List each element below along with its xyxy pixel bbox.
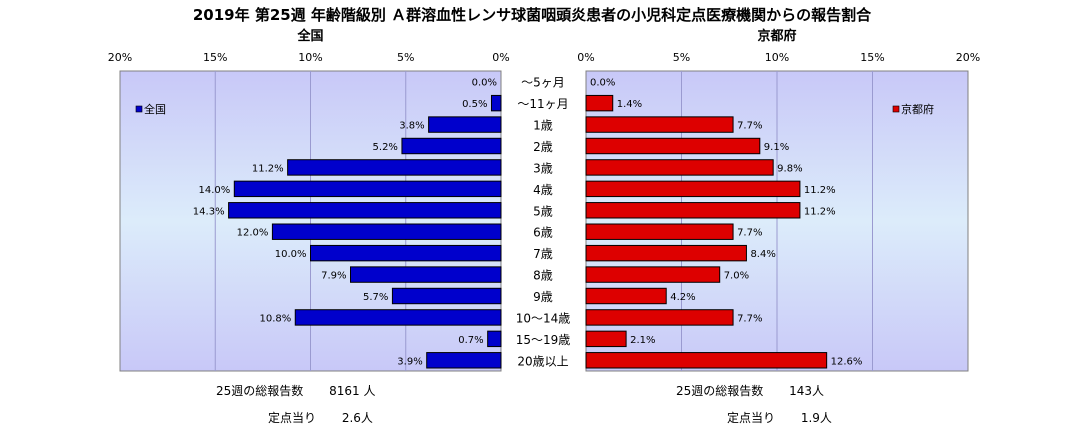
category-label-13: 20歳以上: [517, 354, 568, 368]
bar-1-6: [585, 202, 801, 219]
category-label-3: 2歳: [533, 140, 553, 154]
bar-0-4: [287, 159, 502, 176]
data-label-0-11: 10.8%: [259, 313, 291, 324]
category-label-2: 1歳: [533, 119, 553, 133]
bar-0-12: [487, 330, 502, 348]
data-label-0-13: 3.9%: [397, 356, 422, 367]
left-per-value: 2.6人: [341, 411, 373, 425]
bar-1-9: [585, 266, 721, 283]
legend-swatch-0: [135, 105, 143, 113]
left-total-label: 25週の総報告数: [216, 384, 304, 398]
data-label-0-4: 11.2%: [252, 163, 284, 174]
data-label-0-10: 5.7%: [363, 292, 388, 303]
tick-label-1-3: 15%: [860, 51, 884, 64]
data-label-1-5: 11.2%: [804, 185, 836, 196]
tick-label-0-0: 0%: [492, 51, 509, 64]
data-label-0-6: 14.3%: [193, 206, 225, 217]
data-label-1-1: 1.4%: [617, 99, 642, 110]
data-label-1-7: 7.7%: [737, 228, 762, 239]
tick-label-0-3: 15%: [203, 51, 227, 64]
category-label-6: 5歳: [533, 204, 553, 218]
right-per-value: 1.9人: [800, 411, 832, 425]
data-label-1-4: 9.8%: [777, 163, 802, 174]
bar-0-11: [294, 309, 502, 326]
right-per-point: 定点当り 1.9人: [727, 409, 832, 426]
tick-label-1-2: 10%: [765, 51, 789, 64]
category-label-4: 3歳: [533, 161, 553, 175]
data-label-0-3: 5.2%: [373, 142, 398, 153]
data-label-0-12: 0.7%: [458, 335, 483, 346]
data-label-1-6: 11.2%: [804, 206, 836, 217]
bar-1-8: [585, 244, 747, 262]
bar-1-11: [585, 309, 734, 326]
bar-0-5: [233, 180, 502, 198]
category-label-5: 4歳: [533, 183, 553, 197]
tick-label-0-4: 20%: [108, 51, 132, 64]
right-total-value: 143人: [789, 384, 825, 398]
bar-0-8: [310, 244, 502, 262]
bar-0-1: [490, 94, 502, 112]
bar-1-7: [585, 223, 734, 240]
right-per-label: 定点当り: [727, 411, 776, 425]
bar-1-3: [585, 137, 761, 155]
bar-0-10: [391, 287, 502, 305]
bar-0-13: [426, 352, 502, 369]
category-label-10: 9歳: [533, 290, 553, 304]
data-label-1-9: 7.0%: [724, 271, 749, 282]
tick-label-1-4: 20%: [956, 51, 980, 64]
bar-1-2: [585, 116, 734, 133]
category-label-1: ～11ヶ月: [517, 97, 568, 111]
bar-1-4: [585, 159, 774, 176]
tick-label-1-1: 5%: [673, 51, 690, 64]
data-label-1-11: 7.7%: [737, 313, 762, 324]
data-label-0-8: 10.0%: [275, 249, 307, 260]
data-label-1-12: 2.1%: [630, 335, 655, 346]
data-label-1-8: 8.4%: [750, 249, 775, 260]
data-label-1-0: 0.0%: [590, 78, 615, 89]
panel-title-1: 京都府: [757, 28, 796, 44]
data-label-1-13: 12.6%: [831, 356, 863, 367]
bar-0-3: [401, 137, 502, 155]
category-label-9: 8歳: [533, 269, 553, 283]
tick-label-0-1: 5%: [397, 51, 414, 64]
left-per-point: 定点当り 2.6人: [268, 409, 373, 426]
left-total: 25週の総報告数 8161 人: [216, 382, 375, 399]
bar-1-5: [585, 180, 801, 198]
left-per-label: 定点当り: [268, 411, 317, 425]
bar-1-10: [585, 287, 667, 305]
panel-title-0: 全国: [296, 28, 323, 44]
bar-1-13: [585, 352, 828, 369]
bar-1-12: [585, 330, 627, 348]
right-total: 25週の総報告数 143人: [676, 382, 824, 399]
category-label-12: 15～19歳: [516, 333, 571, 347]
tick-label-0-2: 10%: [298, 51, 322, 64]
category-label-7: 6歳: [533, 226, 553, 240]
legend-swatch-1: [892, 105, 900, 113]
data-label-0-2: 3.8%: [399, 121, 424, 132]
category-label-8: 7歳: [533, 247, 553, 261]
bar-0-7: [271, 223, 502, 240]
category-label-11: 10～14歳: [516, 311, 571, 325]
bar-0-2: [428, 116, 502, 133]
data-label-0-1: 0.5%: [462, 99, 487, 110]
right-total-label: 25週の総報告数: [676, 384, 764, 398]
bar-0-6: [228, 202, 502, 219]
data-label-1-10: 4.2%: [670, 292, 695, 303]
tick-label-1-0: 0%: [577, 51, 594, 64]
category-label-0: ～5ヶ月: [521, 76, 565, 90]
data-label-1-2: 7.7%: [737, 121, 762, 132]
data-label-1-3: 9.1%: [764, 142, 789, 153]
data-label-0-0: 0.0%: [472, 78, 497, 89]
chart-title: 2019年 第25週 年齢階級別 Ａ群溶血性レンサ球菌咽頭炎患者の小児科定点医療…: [193, 6, 872, 24]
data-label-0-9: 7.9%: [321, 271, 346, 282]
left-total-value: 8161 人: [329, 384, 376, 398]
data-label-0-7: 12.0%: [237, 228, 269, 239]
legend-label-1: 京都府: [901, 102, 934, 116]
bar-1-1: [585, 94, 614, 112]
legend-label-0: 全国: [144, 102, 166, 116]
data-label-0-5: 14.0%: [199, 185, 231, 196]
bar-0-9: [350, 266, 502, 283]
